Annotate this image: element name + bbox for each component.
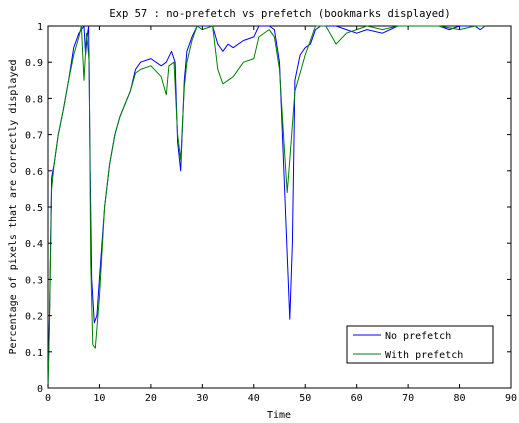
y-tick-label: 1	[37, 22, 43, 33]
y-tick-label: 0.4	[25, 239, 43, 250]
x-tick-label: 80	[454, 393, 466, 404]
legend-label-no-prefetch: No prefetch	[385, 331, 451, 342]
x-tick-label: 40	[248, 393, 260, 404]
legend: No prefetch With prefetch	[346, 325, 494, 364]
series-layer	[47, 25, 486, 389]
y-tick-label: 0.5	[25, 203, 43, 214]
chart-title: Exp 57 : no-prefetch vs prefetch (bookma…	[109, 8, 450, 20]
y-tick-label: 0.7	[25, 131, 43, 142]
x-tick-label: 50	[299, 393, 311, 404]
x-tick-label: 70	[402, 393, 414, 404]
x-tick-label: 90	[505, 393, 517, 404]
y-tick-label: 0.3	[25, 275, 43, 286]
legend-label-with-prefetch: With prefetch	[385, 350, 463, 361]
x-tick-label: 30	[196, 393, 208, 404]
y-tick-label: 0.8	[25, 94, 43, 105]
y-tick-label: 0.9	[25, 58, 43, 69]
legend-box	[346, 325, 494, 364]
plot-area: 0 10 20 30 40 50 60 70 80 90 00.10.20.30.40.50.60…	[25, 22, 517, 404]
y-tick-label: 0	[37, 384, 43, 395]
y-tick-label: 0.6	[25, 167, 43, 178]
series-line-with-prefetch	[47, 25, 486, 389]
y-axis-label: Percentage of pixels that are correctly …	[8, 59, 19, 354]
x-axis-label: Time	[267, 410, 291, 421]
x-axis: 0 10 20 30 40 50 60 70 80 90	[45, 26, 517, 404]
x-tick-label: 60	[351, 393, 363, 404]
x-tick-label: 10	[93, 393, 105, 404]
y-tick-label: 0.1	[25, 348, 43, 359]
x-tick-label: 0	[45, 393, 51, 404]
y-tick-label: 0.2	[25, 312, 43, 323]
x-tick-label: 20	[145, 393, 157, 404]
y-axis: 0 0.1 0.2 0.3 0.4 0.5 0.6 0.7 0.8 0.9 1	[25, 22, 511, 395]
